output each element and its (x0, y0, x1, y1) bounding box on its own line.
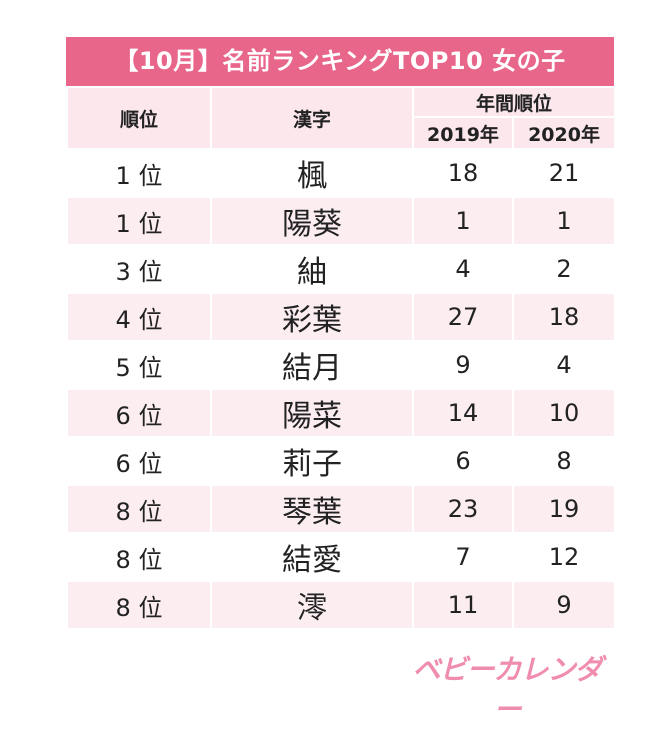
rank-2019-cell: 11 (412, 580, 514, 630)
kanji-cell: 琴葉 (210, 484, 414, 534)
rank-cell: 8 位 (66, 580, 212, 630)
table-row: 1 位陽葵 1 1 (66, 196, 617, 246)
rank-2019-cell: 14 (412, 388, 514, 438)
rank-2020-cell: 21 (511, 148, 617, 198)
rank-cell: 5 位 (66, 340, 212, 390)
rank-2020-cell: 2 (511, 244, 617, 294)
rank-2020-cell: 10 (511, 388, 617, 438)
table-row: 8 位琴葉 23 19 (66, 484, 617, 534)
rank-2019-cell: 23 (412, 484, 514, 534)
rank-2019-cell: 4 (412, 244, 514, 294)
rank-2020-cell: 8 (511, 436, 617, 486)
rank-cell: 4 位 (66, 292, 212, 342)
rank-2019-cell: 7 (412, 532, 514, 582)
kanji-cell: 楓 (210, 148, 414, 198)
rank-cell: 6 位 (66, 436, 212, 486)
kanji-cell: 紬 (210, 244, 414, 294)
rank-2019-cell: 9 (412, 340, 514, 390)
rank-cell: 1 位 (66, 148, 212, 198)
table-row: 1 位楓 18 21 (66, 148, 617, 198)
baby-calendar-logo: ベビーカレンダー (412, 653, 602, 726)
table-row: 5 位結月 9 4 (66, 340, 617, 390)
rank-2019-cell: 18 (412, 148, 514, 198)
header-kanji: 漢字 (210, 86, 414, 150)
kanji-cell: 莉子 (210, 436, 414, 486)
header-rank: 順位 (66, 86, 212, 150)
table-row: 8 位結愛 7 12 (66, 532, 617, 582)
ranking-title: 【10月】名前ランキングTOP10 女の子 (66, 37, 614, 86)
rank-2020-cell: 19 (511, 484, 617, 534)
rank-cell: 6 位 (66, 388, 212, 438)
rank-2020-cell: 1 (511, 196, 617, 246)
rank-cell: 8 位 (66, 484, 212, 534)
rank-2020-cell: 18 (511, 292, 617, 342)
kanji-cell: 陽葵 (210, 196, 414, 246)
rank-cell: 8 位 (66, 532, 212, 582)
kanji-cell: 結愛 (210, 532, 414, 582)
header-year-2019: 2019年 (412, 116, 514, 150)
rank-2019-cell: 1 (412, 196, 514, 246)
table-row: 8 位澪 11 9 (66, 580, 617, 630)
rank-cell: 3 位 (66, 244, 212, 294)
rank-2019-cell: 27 (412, 292, 514, 342)
header-annual-rank: 年間順位 (411, 86, 617, 118)
ranking-table: 順位 漢字 年間順位 2019年 2020年 1 位楓 18 21 1 位陽葵 1 1 3 … (66, 86, 617, 630)
table-row: 4 位彩葉 27 18 (66, 292, 617, 342)
kanji-cell: 彩葉 (210, 292, 414, 342)
rank-2019-cell: 6 (412, 436, 514, 486)
rank-cell: 1 位 (66, 196, 212, 246)
rank-2020-cell: 12 (511, 532, 617, 582)
table-row: 6 位莉子 6 8 (66, 436, 617, 486)
rank-2020-cell: 9 (511, 580, 617, 630)
header-year-2020: 2020年 (511, 116, 617, 150)
table-row: 6 位陽菜 14 10 (66, 388, 617, 438)
kanji-cell: 結月 (210, 340, 414, 390)
header-row: 順位 漢字 年間順位 (66, 86, 617, 150)
rank-2020-cell: 4 (511, 340, 617, 390)
header-years-row: 2019年 2020年 (67, 116, 617, 150)
kanji-cell: 澪 (210, 580, 414, 630)
kanji-cell: 陽菜 (210, 388, 414, 438)
